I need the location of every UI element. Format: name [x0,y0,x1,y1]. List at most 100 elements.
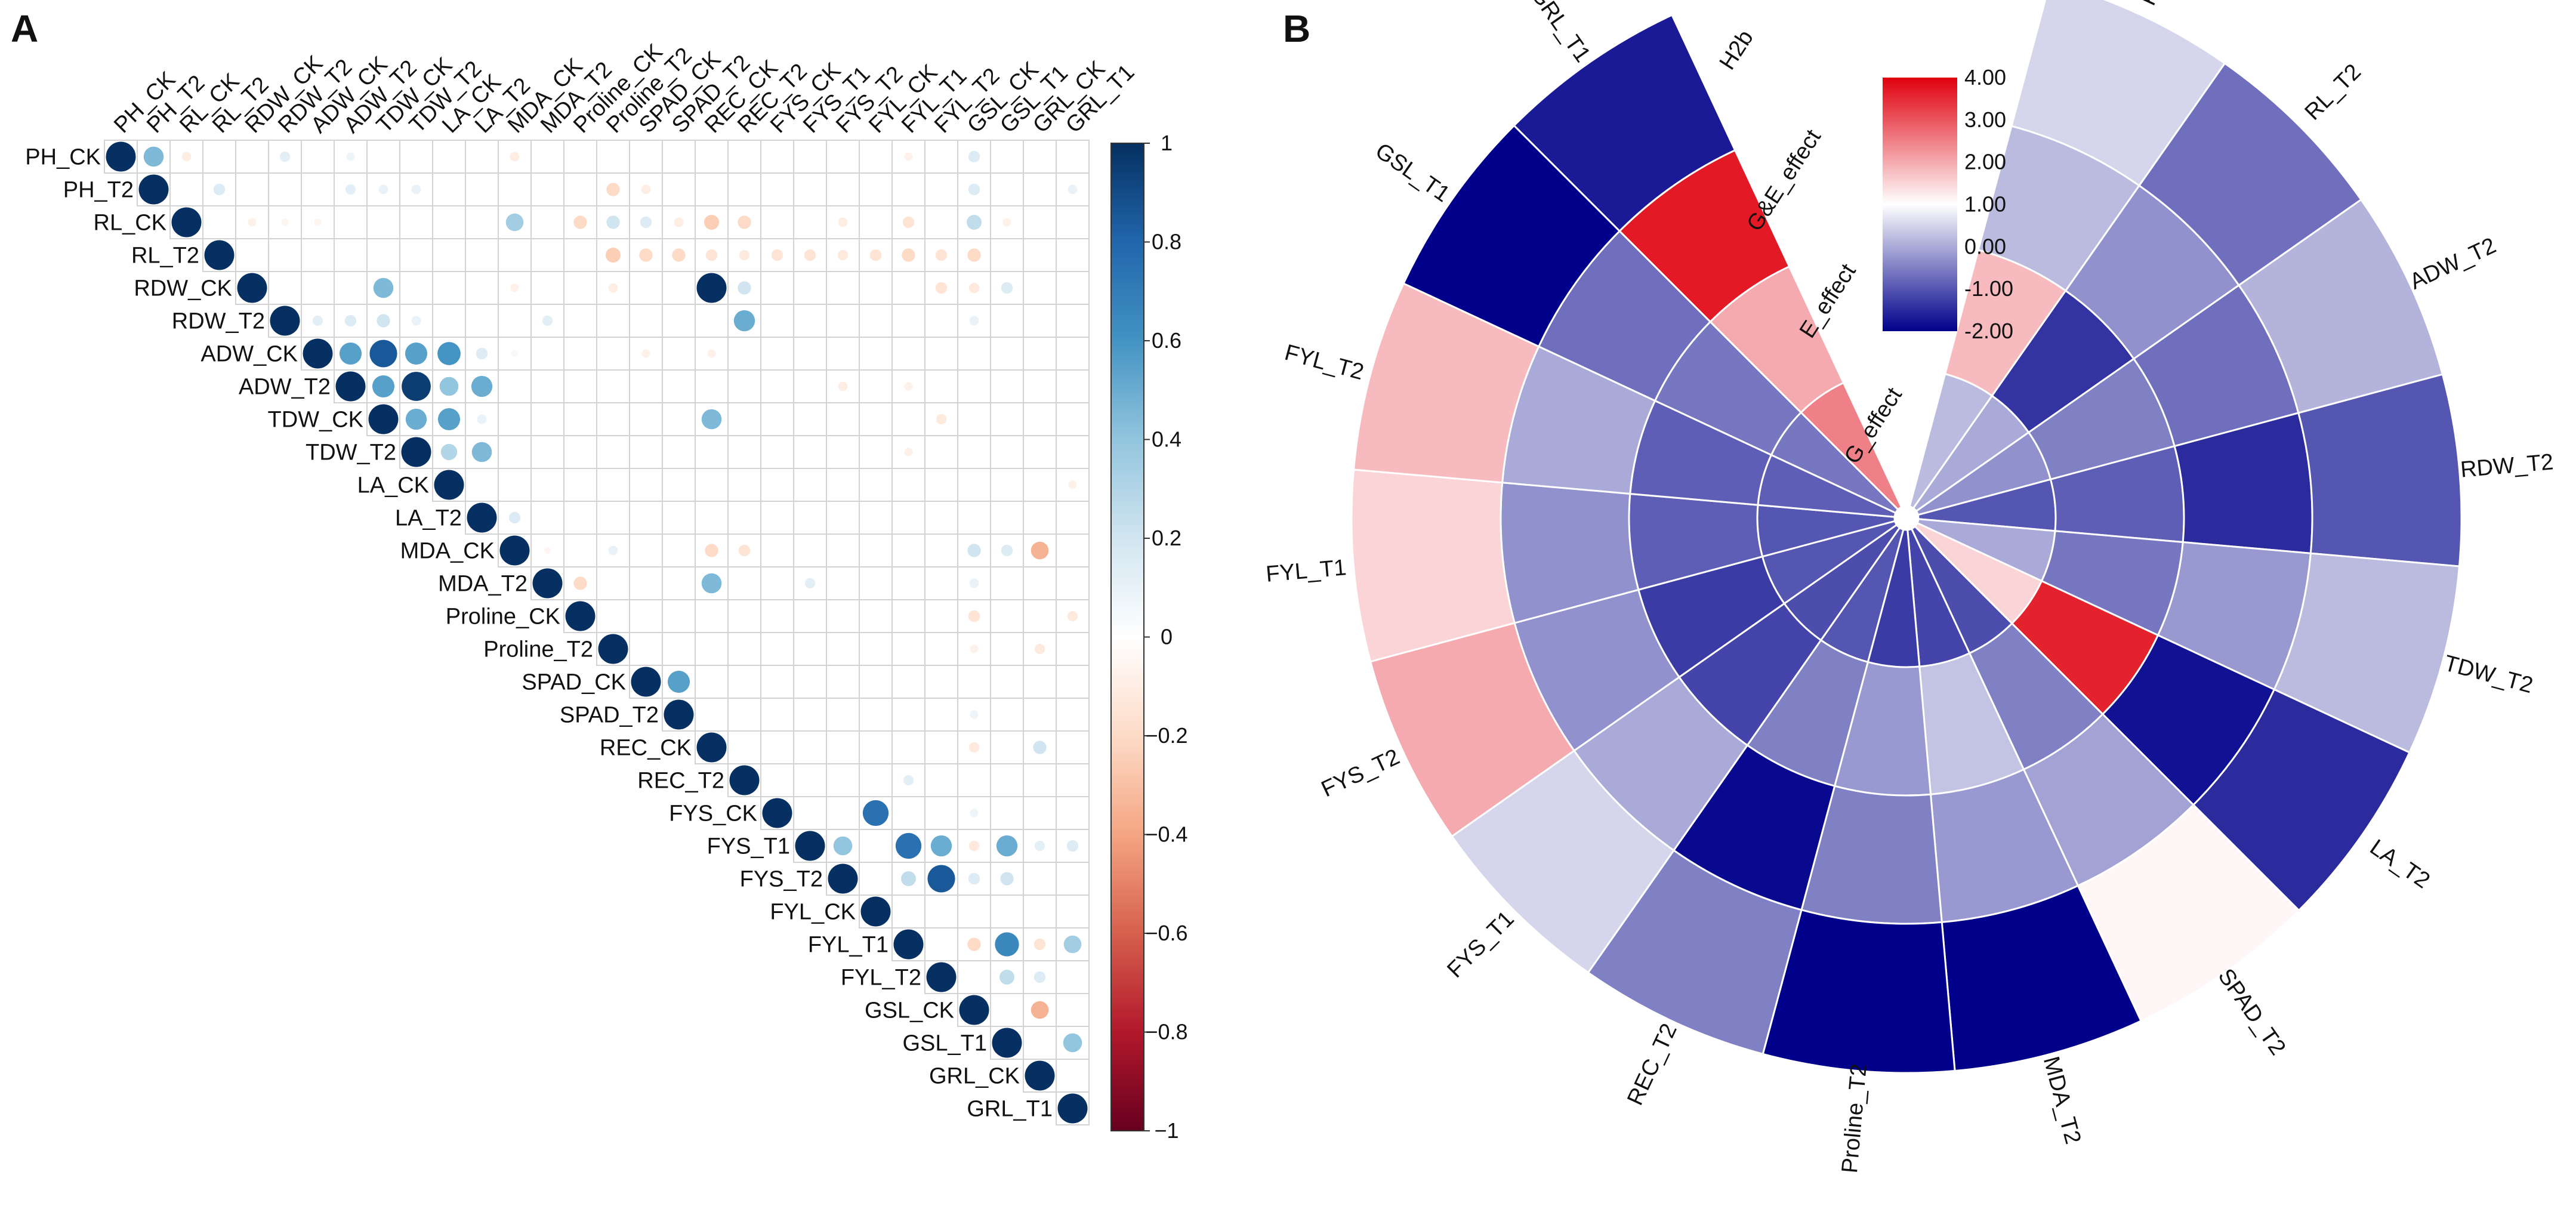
matrix-cell [793,796,827,830]
matrix-cell [859,862,893,896]
matrix-cell [760,468,794,502]
matrix-cell [793,271,827,305]
correlation-dot [696,732,727,763]
row-label: GSL_T1 [902,1031,987,1056]
matrix-cell [826,698,860,732]
correlation-dot [344,314,357,327]
matrix-cell [334,238,368,272]
matrix-cell [990,501,1024,535]
matrix-cell [498,435,532,469]
correlation-dot [1025,1060,1055,1091]
matrix-cell [662,468,696,502]
matrix-cell [695,435,729,469]
matrix-cell [169,172,203,206]
matrix-cell [1023,172,1057,206]
matrix-cell [695,632,729,666]
matrix-cell [465,140,499,174]
colorbar-tick-label: 4.00 [1964,65,2006,90]
panel-a-label: A [11,7,38,50]
correlation-dot [565,601,596,631]
matrix-cell [826,140,860,174]
matrix-cell [695,468,729,502]
correlation-dot [181,152,192,162]
correlation-dot [1057,1093,1088,1124]
matrix-cell [760,402,794,436]
matrix-cell [334,271,368,305]
correlation-dot [860,896,891,927]
matrix-cell [1056,304,1090,338]
correlation-dot [1031,541,1049,560]
matrix-cell [924,172,958,206]
matrix-cell [563,402,597,436]
correlation-dot [705,544,718,557]
matrix-cell [563,304,597,338]
matrix-cell [629,599,663,633]
matrix-cell [891,501,925,535]
correlation-dot [143,146,164,167]
correlation-dot [1066,840,1079,852]
correlation-dot [1031,1001,1049,1019]
matrix-cell [1023,796,1057,830]
trait-label: GRL_T1 [1525,0,1595,67]
panel-b-label: B [1283,7,1310,50]
correlation-dot [1001,282,1013,294]
matrix-cell [760,665,794,699]
correlation-dot [1001,544,1013,557]
matrix-cell [596,435,630,469]
matrix-cell [891,632,925,666]
correlation-dot [902,216,915,229]
matrix-cell [957,501,991,535]
matrix-cell [990,599,1024,633]
correlation-dot [838,381,848,391]
matrix-cell [924,435,958,469]
matrix-cell [662,566,696,600]
correlation-dot [837,249,849,261]
correlation-dot [639,248,653,262]
correlation-dot [967,215,982,230]
matrix-cell [202,140,236,174]
row-label: SPAD_T2 [560,703,659,728]
matrix-cell [662,337,696,371]
matrix-cell [826,271,860,305]
correlation-dot [373,277,394,298]
correlation-dot [935,249,948,261]
trait-label: FYS_T1 [1442,906,1519,983]
trait-label: RDW_T2 [2460,449,2555,482]
matrix-cell [235,238,269,272]
matrix-cell [727,501,761,535]
row-label: RDW_CK [134,276,232,301]
row-label: SPAD_CK [522,670,626,695]
row-label: FYS_T1 [707,834,790,859]
matrix-cell [662,599,696,633]
matrix-cell [268,172,302,206]
matrix-cell [793,435,827,469]
matrix-cell [432,304,466,338]
matrix-cell [1056,402,1090,436]
trait-label: FYL_T1 [1265,555,1347,587]
matrix-cell [990,895,1024,929]
matrix-cell [990,337,1024,371]
matrix-cell [596,468,630,502]
matrix-cell [1056,533,1090,567]
matrix-cell [924,927,958,961]
matrix-cell [760,304,794,338]
correlation-dot [701,409,722,430]
matrix-cell [301,140,335,174]
matrix-cell [1023,402,1057,436]
row-label: FYL_CK [770,900,856,925]
matrix-cell [695,140,729,174]
matrix-cell [990,140,1024,174]
matrix-cell [891,271,925,305]
correlation-dot [372,375,395,398]
matrix-cell [465,468,499,502]
correlation-dot [171,207,202,238]
correlation-dot [279,151,291,162]
matrix-cell [826,435,860,469]
matrix-cell [235,140,269,174]
correlation-dot [598,634,628,664]
correlation-dot [895,832,922,859]
correlation-dot [738,215,751,229]
matrix-cell [924,796,958,830]
matrix-cell [301,238,335,272]
matrix-cell [793,533,827,567]
